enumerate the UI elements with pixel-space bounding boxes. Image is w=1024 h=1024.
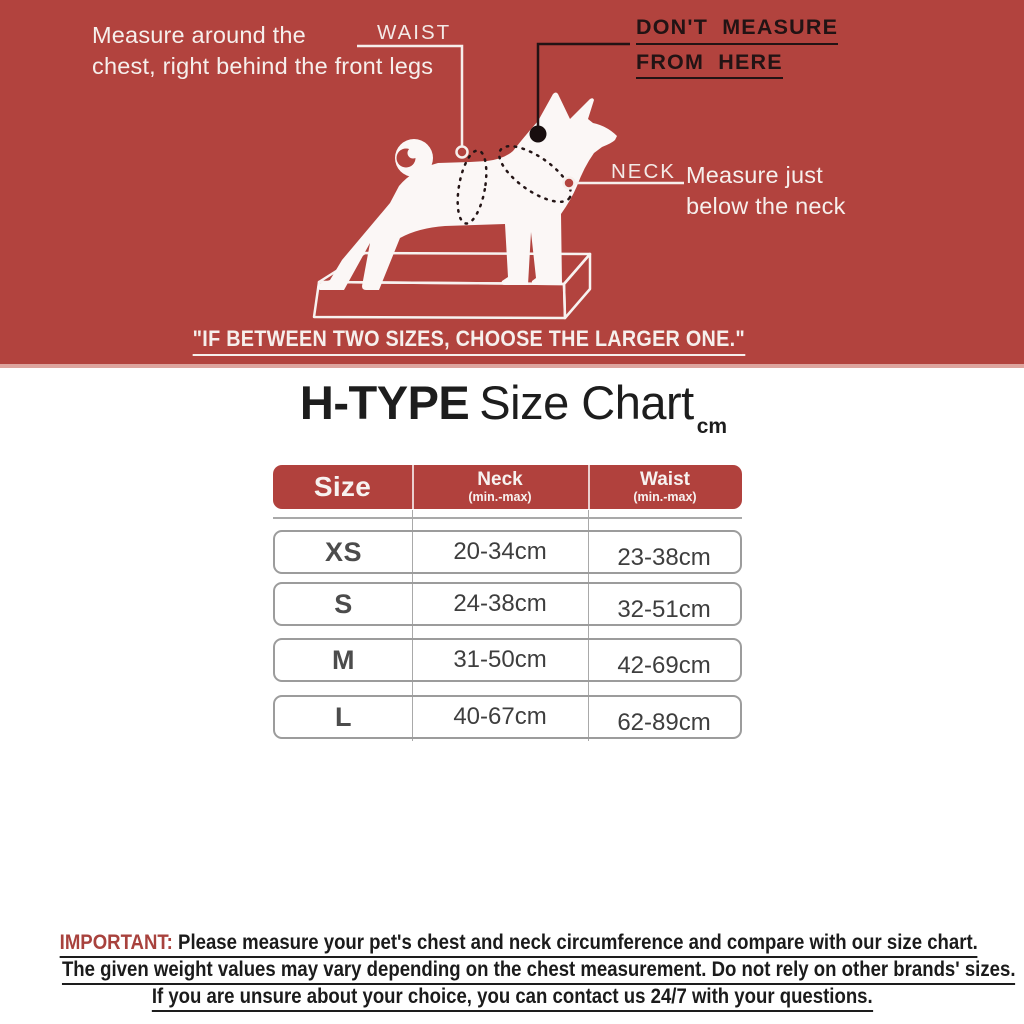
footer-line-1: IMPORTANT: Please measure your pet's che… xyxy=(0,931,1024,958)
dog-silhouette xyxy=(317,92,617,290)
table-row: XS 20-34cm 23-38cm xyxy=(273,530,742,574)
footer-text-1: Please measure your pet's chest and neck… xyxy=(178,931,978,954)
sizing-advice-quote-row: "IF BETWEEN TWO SIZES, CHOOSE THE LARGER… xyxy=(0,326,938,356)
size-table-header: Size Neck (min.-max) Waist (min.-max) xyxy=(273,465,742,509)
size-chart-title: Size Chart xyxy=(479,376,694,429)
table-rule-horizontal xyxy=(273,517,742,519)
table-row: L 40-67cm 62-89cm xyxy=(273,695,742,739)
dog-measurement-illustration xyxy=(312,42,684,320)
waist-point-marker xyxy=(455,145,469,159)
neck-value: 24-38cm xyxy=(453,590,547,617)
important-label: IMPORTANT: xyxy=(59,931,173,954)
neck-point-marker xyxy=(562,176,576,190)
measurement-diagram-section: Measure around the chest, right behind t… xyxy=(0,0,1024,364)
header-neck: Neck (min.-max) xyxy=(412,470,588,504)
waist-value: 42-69cm xyxy=(617,651,711,679)
dont-measure-line-2: FROM HERE xyxy=(636,51,783,79)
footer-line-2: The given weight values may vary dependi… xyxy=(0,958,1024,985)
chest-measure-note: Measure around the chest, right behind t… xyxy=(92,22,434,79)
size-table: Size Neck (min.-max) Waist (min.-max) XS… xyxy=(273,465,742,741)
header-divider xyxy=(588,465,590,509)
header-neck-subnote: (min.-max) xyxy=(468,490,532,505)
size-value: XS xyxy=(324,536,363,567)
dont-measure-note: DON'T MEASURE FROM HERE xyxy=(636,16,839,86)
footer-notes: IMPORTANT: Please measure your pet's che… xyxy=(0,931,1024,1012)
neck-value: 31-50cm xyxy=(453,646,547,673)
chest-girth-ellipse xyxy=(456,149,488,225)
header-size: Size xyxy=(313,471,372,502)
waist-value: 62-89cm xyxy=(617,708,711,736)
footer-line-3: If you are unsure about your choice, you… xyxy=(0,985,1024,1012)
unit-label: cm xyxy=(696,415,728,438)
dont-measure-dot xyxy=(529,125,547,143)
size-value: S xyxy=(334,588,353,619)
waist-pointer xyxy=(357,44,469,159)
product-type-title: H-TYPE xyxy=(299,376,470,429)
neck-girth-ellipse xyxy=(497,144,573,204)
header-neck-label: Neck xyxy=(477,469,523,491)
measuring-tape-ellipses xyxy=(456,144,573,225)
dont-measure-line-1: DON'T MEASURE xyxy=(636,16,839,45)
header-waist-label: Waist xyxy=(640,469,690,491)
neck-value: 20-34cm xyxy=(453,538,547,565)
waist-label: WAIST xyxy=(377,21,452,44)
hero-bottom-edge xyxy=(0,364,1024,368)
neck-value: 40-67cm xyxy=(453,703,547,730)
header-waist-subnote: (min.-max) xyxy=(633,490,697,505)
neck-label: NECK xyxy=(611,160,676,183)
sizing-advice-quote: "IF BETWEEN TWO SIZES, CHOOSE THE LARGER… xyxy=(192,326,746,356)
page-title: H-TYPE Size Chart cm xyxy=(0,375,1024,438)
waist-value: 23-38cm xyxy=(617,543,711,571)
table-row: M 31-50cm 42-69cm xyxy=(273,638,742,682)
header-divider xyxy=(412,465,414,509)
footer-note-1: IMPORTANT: Please measure your pet's che… xyxy=(59,931,978,958)
footer-text-2: The given weight values may vary dependi… xyxy=(61,958,1016,985)
size-value: M xyxy=(332,644,355,675)
dont-measure-pointer xyxy=(529,42,630,143)
waist-value: 32-51cm xyxy=(617,595,711,623)
neck-measure-note: Measure just below the neck xyxy=(686,162,846,219)
neck-pointer xyxy=(562,176,684,190)
header-waist: Waist (min.-max) xyxy=(588,470,742,504)
size-value: L xyxy=(335,701,352,732)
table-row: S 24-38cm 32-51cm xyxy=(273,582,742,626)
footer-text-3: If you are unsure about your choice, you… xyxy=(151,985,873,1012)
